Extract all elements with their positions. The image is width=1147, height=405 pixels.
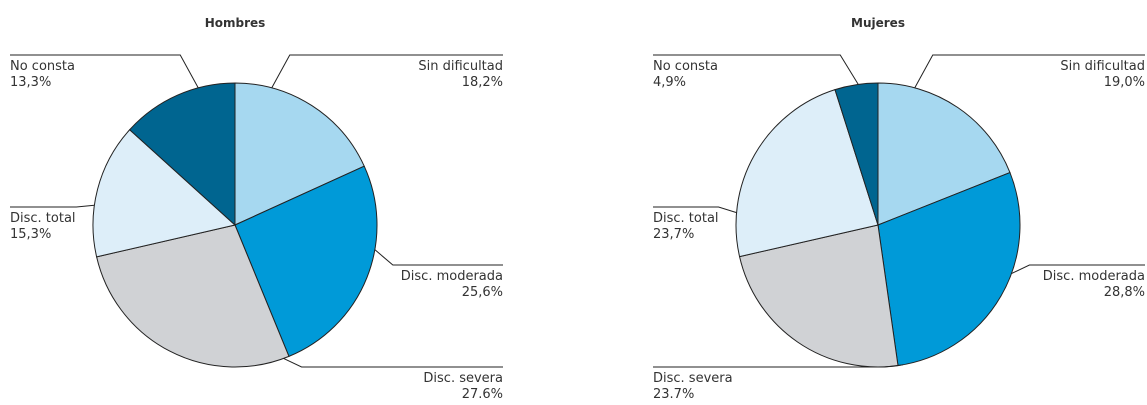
- leader-line: [653, 364, 903, 368]
- pie-slice: [735, 89, 879, 258]
- slice-value: 27.6%: [462, 387, 503, 402]
- leader-line: [283, 357, 503, 368]
- leader-line: [271, 54, 503, 89]
- slice-label: No consta: [653, 59, 718, 74]
- pie-slice: [234, 165, 378, 358]
- leader-line: [653, 54, 859, 85]
- slice-label: Disc. total: [10, 211, 76, 226]
- pie-slice: [96, 224, 290, 368]
- slice-label: Disc. total: [653, 211, 719, 226]
- slice-value: 4,9%: [653, 75, 686, 90]
- leader-line: [374, 249, 503, 266]
- slice-label: Disc. moderada: [1043, 269, 1145, 284]
- slice-value: 25,6%: [462, 285, 503, 300]
- leader-line: [1011, 264, 1145, 275]
- slice-label: Disc. moderada: [401, 269, 503, 284]
- pie-slice: [92, 129, 237, 258]
- slice-value: 15,3%: [10, 227, 51, 242]
- slice-label: No consta: [10, 59, 75, 74]
- leader-line: [10, 204, 95, 208]
- leader-line: [914, 54, 1145, 89]
- slice-label: Disc. severa: [653, 371, 733, 386]
- slice-value: 23.7%: [653, 387, 694, 402]
- slice-value: 28,8%: [1104, 285, 1145, 300]
- slice-value: 13,3%: [10, 75, 51, 90]
- slice-label: Sin dificultad: [1060, 59, 1145, 74]
- leader-line: [653, 206, 737, 214]
- pie-slice: [234, 82, 365, 226]
- slice-label: Disc. severa: [423, 371, 503, 386]
- pie-slice: [877, 82, 1011, 226]
- pie-slice: [877, 171, 1021, 367]
- chart-title: Hombres: [205, 16, 266, 30]
- pie-slice: [834, 82, 879, 226]
- chart-title: Mujeres: [851, 16, 905, 30]
- slice-value: 19,0%: [1104, 75, 1145, 90]
- slice-value: 23,7%: [653, 227, 694, 242]
- slice-label: Sin dificultad: [418, 59, 503, 74]
- pie-slice: [128, 82, 236, 227]
- slice-value: 18,2%: [462, 75, 503, 90]
- leader-line: [10, 54, 199, 89]
